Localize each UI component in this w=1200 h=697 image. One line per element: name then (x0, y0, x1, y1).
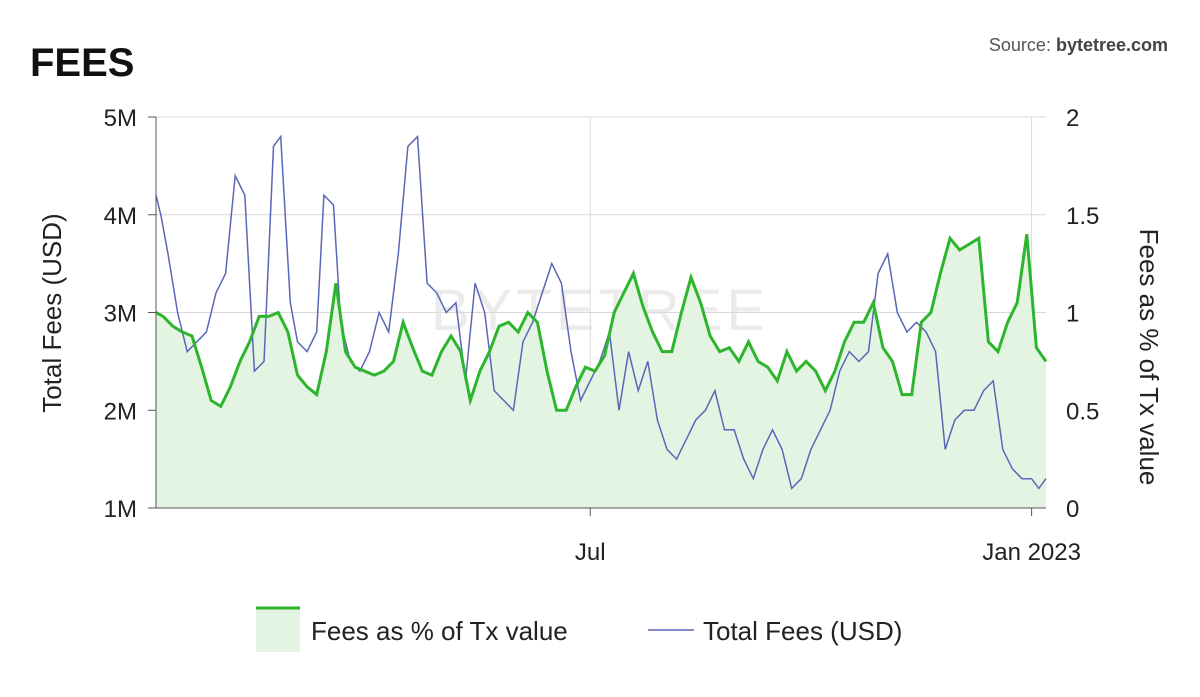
y-left-tick-label: 5M (104, 105, 137, 132)
y-axis-right-title: Fees as % of Tx value (1134, 229, 1164, 486)
series-line-fees-percent[interactable] (155, 234, 1048, 412)
x-axis-ticks: Jul Jan 2023 (575, 508, 1081, 566)
y-right-tick-label: 0.5 (1066, 398, 1099, 425)
watermark: BYTETREE (431, 278, 769, 343)
y-left-tick-label: 3M (104, 301, 137, 328)
y-left-tick-label: 4M (104, 203, 137, 230)
source-credit[interactable]: Source: bytetree.com (989, 35, 1168, 55)
source-name[interactable]: bytetree.com (1056, 35, 1168, 55)
y-right-tick-label: 0 (1066, 496, 1079, 523)
legend-label-fees-percent: Fees as % of Tx value (311, 616, 568, 646)
source-prefix: Source: (989, 35, 1056, 55)
legend-swatch-area (256, 608, 300, 652)
y-left-tick-label: 2M (104, 398, 137, 425)
y-left-tick-label: 1M (104, 496, 137, 523)
x-tick-label: Jul (575, 539, 606, 566)
y-axis-left-ticks: 1M 2M 3M 4M 5M (104, 105, 156, 523)
legend: Fees as % of Tx value Total Fees (USD) (256, 606, 902, 652)
legend-item-total-fees[interactable]: Total Fees (USD) (648, 616, 902, 646)
y-axis-left-title: Total Fees (USD) (37, 213, 67, 412)
legend-item-fees-percent[interactable]: Fees as % of Tx value (256, 606, 568, 652)
y-right-tick-label: 1.5 (1066, 203, 1099, 230)
page-title: FEES (30, 41, 134, 85)
y-axis-right-ticks: 0 0.5 1 1.5 2 (1066, 105, 1099, 523)
legend-label-total-fees: Total Fees (USD) (703, 616, 902, 646)
x-tick-label: Jan 2023 (982, 539, 1081, 566)
y-right-tick-label: 2 (1066, 105, 1079, 132)
series-area-fees-percent (156, 234, 1046, 509)
y-right-tick-label: 1 (1066, 301, 1079, 328)
